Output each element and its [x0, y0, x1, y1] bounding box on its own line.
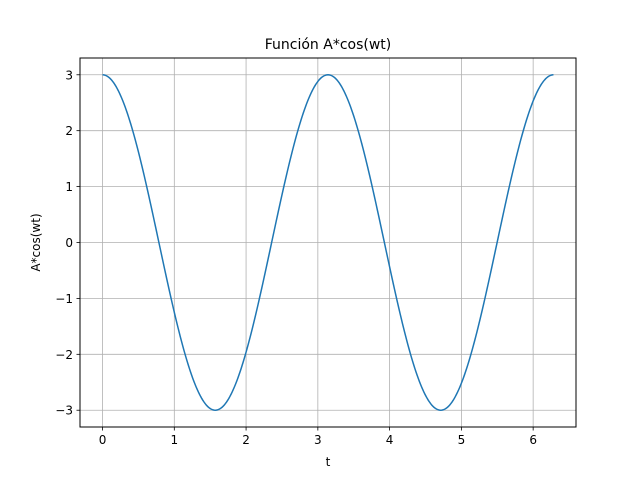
series-line [102, 74, 554, 411]
x-tick-label: 6 [529, 433, 537, 447]
x-tick-label: 5 [458, 433, 466, 447]
plot-frame [79, 57, 577, 428]
y-tick-label: 0 [65, 236, 73, 250]
y-tick-label: −1 [55, 292, 73, 306]
y-tick-label: 2 [65, 124, 73, 138]
y-tick-label: 1 [65, 180, 73, 194]
y-axis-label: A*cos(wt) [29, 213, 43, 271]
x-axis-ticks: 0 1 2 3 4 5 6 [99, 427, 537, 447]
x-tick-label: 1 [170, 433, 178, 447]
grid-lines [80, 58, 576, 427]
x-tick-label: 0 [99, 433, 107, 447]
y-axis-ticks: 3 2 1 0 −1 −2 −3 [55, 68, 80, 418]
x-tick-label: 3 [314, 433, 322, 447]
x-axis-label: t [326, 455, 331, 469]
y-tick-label: 3 [65, 68, 73, 82]
chart-title: Función A*cos(wt) [265, 37, 392, 53]
y-tick-label: −2 [55, 348, 73, 362]
x-tick-label: 4 [386, 433, 394, 447]
x-tick-label: 2 [242, 433, 250, 447]
y-tick-label: −3 [55, 404, 73, 418]
